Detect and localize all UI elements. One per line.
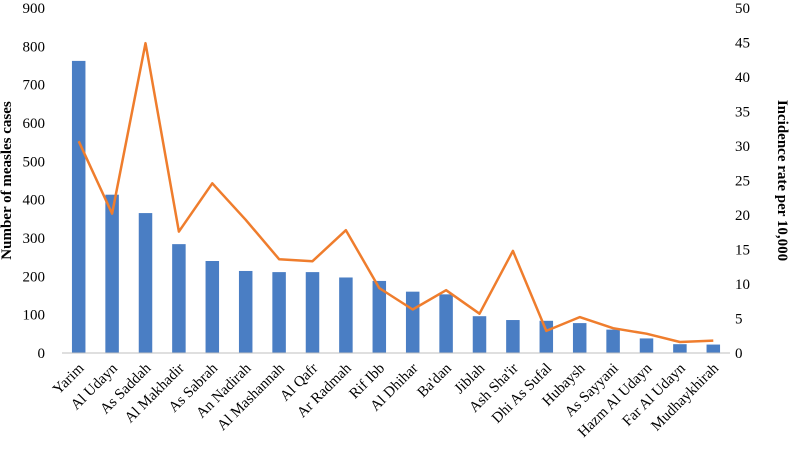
y-tick-label-left: 0 [38, 346, 46, 362]
bar [71, 60, 86, 354]
y-tick-label-left: 500 [23, 154, 46, 170]
line-series-group [77, 41, 714, 344]
y-tick-label-right: 15 [735, 243, 750, 259]
y-tick-label-left: 100 [23, 308, 46, 324]
bar [172, 244, 186, 353]
bar [272, 272, 286, 353]
y-tick-label-left: 900 [23, 1, 46, 17]
right-axis-ticks: 0 5 10 15 20 25 30 35 40 45 50 [735, 1, 750, 362]
bar-series [71, 60, 721, 354]
bar [673, 344, 687, 353]
bar [372, 280, 387, 353]
y-tick-label-right: 50 [735, 1, 750, 17]
y-tick-label-right: 40 [735, 70, 750, 86]
bar [539, 320, 554, 353]
bar [706, 344, 721, 353]
bar [138, 213, 153, 353]
y-tick-label-right: 20 [735, 208, 750, 224]
bar [472, 316, 487, 353]
y-axis-title-left: Number of measles cases [0, 101, 15, 260]
bar [439, 294, 453, 353]
y-tick-label-right: 45 [735, 36, 750, 52]
y-tick-label-right: 0 [735, 346, 743, 362]
bar [639, 338, 654, 353]
bar [305, 272, 320, 353]
y-tick-label-right: 25 [735, 174, 750, 190]
y-tick-label-right: 30 [735, 139, 750, 155]
bar [405, 291, 420, 353]
y-tick-label-right: 5 [735, 312, 743, 328]
bar [339, 277, 353, 353]
y-tick-label-left: 600 [23, 116, 46, 132]
y-tick-label-left: 400 [23, 193, 46, 209]
bar [506, 320, 520, 353]
bar [105, 194, 119, 353]
y-tick-label-left: 300 [23, 231, 46, 247]
category-label: Ba'dan [415, 360, 456, 401]
y-tick-label-left: 800 [23, 39, 46, 55]
bar [238, 270, 253, 353]
y-axis-title-right: Incidence rate per 10,000 [774, 100, 790, 261]
bar [572, 323, 587, 353]
bar [606, 329, 620, 353]
y-tick-label-right: 10 [735, 277, 750, 293]
incidence-rate-line [77, 41, 714, 344]
bar [205, 261, 220, 353]
y-tick-label-left: 200 [23, 269, 46, 285]
y-tick-label-right: 35 [735, 105, 750, 121]
y-tick-label-left: 700 [23, 78, 46, 94]
left-axis-ticks: 0 100 200 300 400 500 600 700 800 900 [23, 1, 46, 362]
